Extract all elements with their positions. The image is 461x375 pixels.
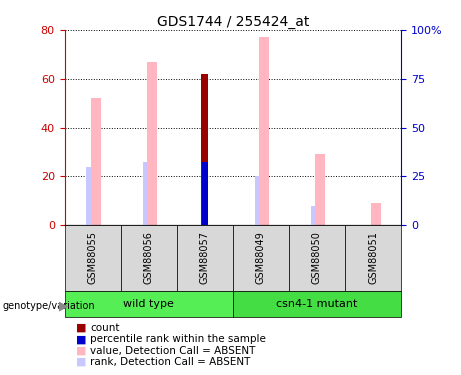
Bar bbox=[254, 176, 260, 225]
Bar bbox=[65, 291, 233, 317]
Bar bbox=[86, 166, 92, 225]
Text: GSM88049: GSM88049 bbox=[256, 231, 266, 284]
Text: ■: ■ bbox=[76, 334, 87, 344]
Bar bbox=[202, 162, 207, 225]
Bar bbox=[91, 98, 101, 225]
Bar bbox=[201, 74, 208, 225]
Bar bbox=[142, 162, 148, 225]
Text: csn4-1 mutant: csn4-1 mutant bbox=[276, 299, 358, 309]
Text: ■: ■ bbox=[76, 357, 87, 367]
Bar bbox=[147, 62, 157, 225]
Bar bbox=[233, 225, 289, 291]
Bar bbox=[65, 225, 121, 291]
Text: genotype/variation: genotype/variation bbox=[2, 302, 95, 311]
Text: wild type: wild type bbox=[123, 299, 174, 309]
Bar bbox=[289, 225, 345, 291]
Text: rank, Detection Call = ABSENT: rank, Detection Call = ABSENT bbox=[90, 357, 250, 367]
Text: GSM88050: GSM88050 bbox=[312, 231, 322, 284]
Title: GDS1744 / 255424_at: GDS1744 / 255424_at bbox=[157, 15, 309, 29]
Text: GSM88055: GSM88055 bbox=[88, 231, 98, 284]
Bar bbox=[345, 225, 401, 291]
Bar bbox=[259, 38, 269, 225]
Text: percentile rank within the sample: percentile rank within the sample bbox=[90, 334, 266, 344]
Text: GSM88057: GSM88057 bbox=[200, 231, 210, 284]
Text: ▶: ▶ bbox=[59, 300, 69, 313]
Text: GSM88051: GSM88051 bbox=[368, 231, 378, 284]
Text: count: count bbox=[90, 323, 119, 333]
Text: ■: ■ bbox=[76, 346, 87, 355]
Text: ■: ■ bbox=[76, 323, 87, 333]
Bar bbox=[311, 206, 316, 225]
Bar bbox=[372, 203, 381, 225]
Bar bbox=[177, 225, 233, 291]
Bar bbox=[121, 225, 177, 291]
Bar bbox=[315, 154, 325, 225]
Text: value, Detection Call = ABSENT: value, Detection Call = ABSENT bbox=[90, 346, 255, 355]
Text: GSM88056: GSM88056 bbox=[144, 231, 154, 284]
Bar bbox=[233, 291, 401, 317]
